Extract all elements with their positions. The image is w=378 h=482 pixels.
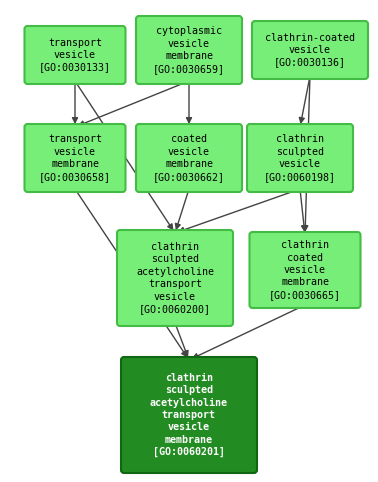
FancyBboxPatch shape [25,26,125,84]
Text: coated
vesicle
membrane
[GO:0030662]: coated vesicle membrane [GO:0030662] [153,134,225,182]
Text: transport
vesicle
[GO:0030133]: transport vesicle [GO:0030133] [39,38,111,72]
Text: clathrin-coated
vesicle
[GO:0030136]: clathrin-coated vesicle [GO:0030136] [265,33,355,67]
Text: clathrin
sculpted
acetylcholine
transport
vesicle
[GO:0060200]: clathrin sculpted acetylcholine transpor… [136,242,214,314]
FancyBboxPatch shape [252,21,368,79]
FancyBboxPatch shape [117,230,233,326]
FancyBboxPatch shape [25,124,125,192]
FancyBboxPatch shape [121,357,257,473]
FancyBboxPatch shape [249,232,361,308]
Text: clathrin
sculpted
acetylcholine
transport
vesicle
membrane
[GO:0060201]: clathrin sculpted acetylcholine transpor… [150,373,228,457]
Text: cytoplasmic
vesicle
membrane
[GO:0030659]: cytoplasmic vesicle membrane [GO:0030659… [153,27,225,74]
FancyBboxPatch shape [247,124,353,192]
Text: clathrin
coated
vesicle
membrane
[GO:0030665]: clathrin coated vesicle membrane [GO:003… [269,240,341,300]
Text: clathrin
sculpted
vesicle
[GO:0060198]: clathrin sculpted vesicle [GO:0060198] [264,134,336,182]
FancyBboxPatch shape [136,124,242,192]
FancyBboxPatch shape [136,16,242,84]
Text: transport
vesicle
membrane
[GO:0030658]: transport vesicle membrane [GO:0030658] [39,134,111,182]
